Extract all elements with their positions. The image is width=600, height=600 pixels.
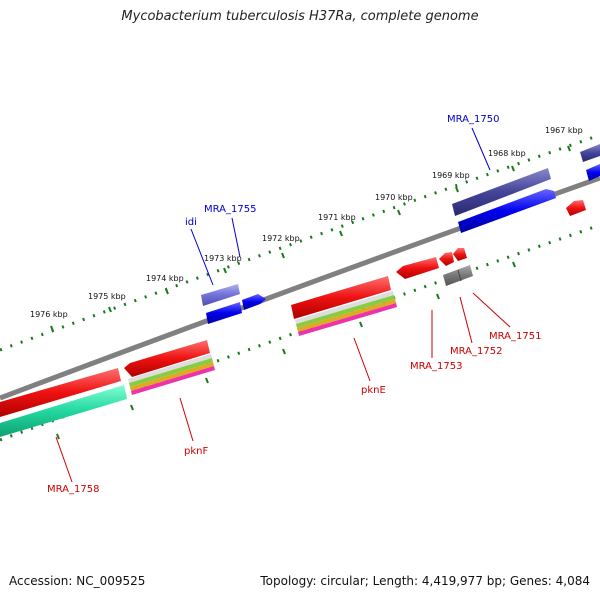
gene-topright-navy[interactable] — [580, 144, 600, 162]
gene-pknE-stripes[interactable] — [295, 291, 397, 336]
gene-label-MRA_1753[interactable]: MRA_1753 — [410, 361, 462, 372]
gene-topright-red[interactable] — [566, 200, 586, 216]
callout-lines — [55, 127, 511, 483]
kbp-label: 1975 kbp — [88, 292, 126, 301]
gene-pseudo-gray[interactable] — [443, 265, 473, 286]
gene-label-MRA_1752[interactable]: MRA_1752 — [450, 346, 502, 357]
gene-label-pknE[interactable]: pknE — [361, 385, 386, 396]
gene-idi-arrow[interactable] — [201, 284, 240, 306]
kbp-label: 1967 kbp — [545, 126, 583, 135]
gene-label-MRA_1750[interactable]: MRA_1750 — [447, 114, 499, 125]
gene-MRA_1758-teal[interactable] — [0, 385, 127, 437]
genome-summary-text: Topology: circular; Length: 4,419,977 bp… — [260, 574, 590, 588]
gene-topright-blue[interactable] — [586, 164, 600, 181]
kbp-label: 1974 kbp — [146, 274, 184, 283]
gene-forward-small-arrow[interactable] — [242, 294, 266, 310]
gene-forward-long-arrow[interactable] — [458, 189, 556, 233]
kbp-label: 1971 kbp — [318, 213, 356, 222]
outer-tick-arc — [0, 133, 600, 352]
gene-MRA_1752-arrow[interactable] — [439, 252, 454, 266]
kbp-label: 1972 kbp — [262, 234, 300, 243]
gene-MRA_1755-arrow[interactable] — [206, 302, 242, 324]
inner-major-ticks — [56, 261, 516, 440]
gene-MRA_1750-arrow[interactable] — [452, 168, 551, 216]
gene-label-MRA_1758[interactable]: MRA_1758 — [47, 484, 99, 495]
gene-pknF-red[interactable] — [124, 340, 210, 377]
kbp-label: 1969 kbp — [432, 171, 470, 180]
gene-MRA_1758-red[interactable] — [0, 368, 121, 417]
kbp-label: 1973 kbp — [204, 254, 242, 263]
kbp-label: 1970 kbp — [375, 193, 413, 202]
gene-label-pknF[interactable]: pknF — [184, 446, 208, 457]
map-title: Mycobacterium tuberculosis H37Ra, comple… — [121, 9, 479, 24]
gene-MRA_1753-arrow[interactable] — [396, 257, 439, 279]
gene-label-MRA_1755[interactable]: MRA_1755 — [204, 204, 256, 215]
kbp-label: 1968 kbp — [488, 149, 526, 158]
pseudo-divider — [457, 269, 462, 282]
gene-pknE-red[interactable] — [291, 276, 391, 319]
gene-MRA_1751-arrow[interactable] — [453, 248, 467, 261]
gene-label-idi[interactable]: idi — [185, 217, 197, 228]
accession-text: Accession: NC_009525 — [9, 574, 146, 588]
gene-label-MRA_1751[interactable]: MRA_1751 — [489, 331, 541, 342]
gene-pknF-stripes[interactable] — [128, 354, 215, 395]
outer-major-ticks — [50, 145, 571, 332]
kbp-label: 1976 kbp — [30, 310, 68, 319]
